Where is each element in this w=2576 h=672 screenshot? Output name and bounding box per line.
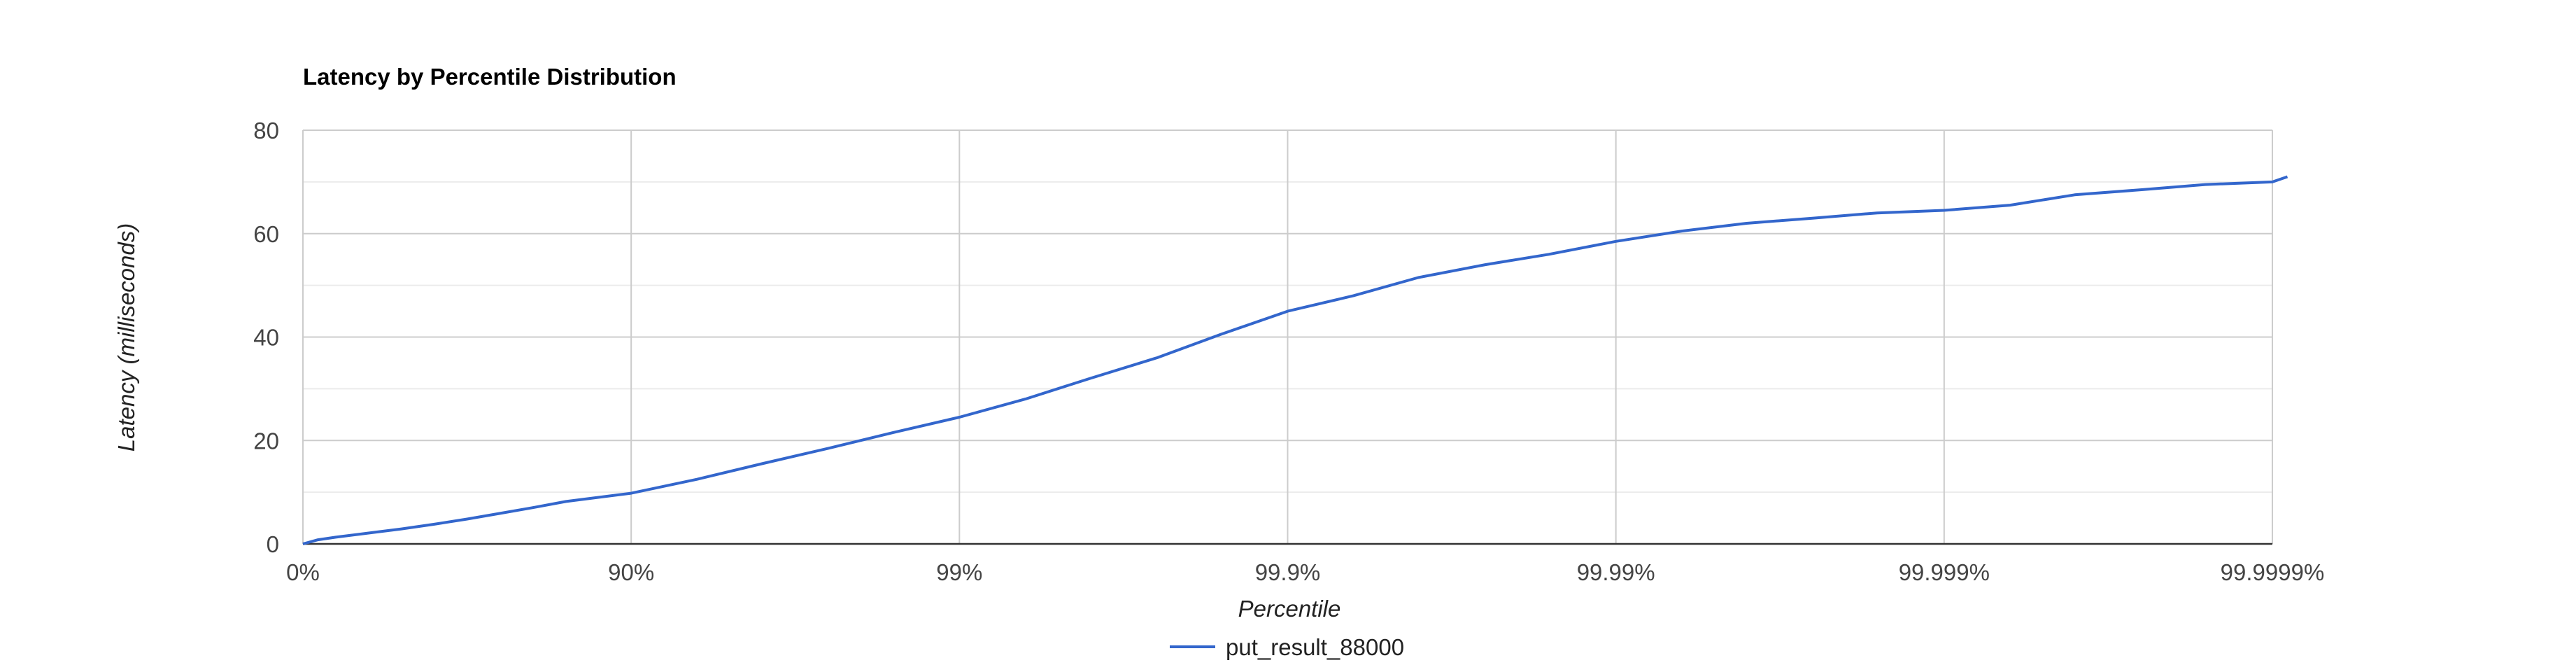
tick-labels: 0 20 40 60 80 0% 90% 99% 99.9% 99.99% 99.999% 99.99… — [253, 118, 2324, 585]
y-axis-title: Latency (milliseconds) — [113, 223, 139, 451]
y-tick-label: 0 — [267, 531, 279, 557]
x-tick-label: 99.9999% — [2221, 559, 2325, 585]
y-tick-label: 20 — [253, 428, 279, 454]
legend-label: put_result_88000 — [1226, 634, 1404, 660]
x-tick-label: 90% — [608, 559, 654, 585]
series-layer — [302, 175, 2288, 545]
chart-title: Latency by Percentile Distribution — [303, 64, 677, 90]
x-tick-label: 99.99% — [1577, 559, 1655, 585]
grid-lines — [302, 130, 2273, 544]
y-tick-label: 40 — [253, 325, 279, 351]
x-tick-label: 0% — [286, 559, 320, 585]
series-line — [302, 175, 2288, 545]
x-tick-label: 99% — [936, 559, 982, 585]
x-tick-label: 99.999% — [1899, 559, 1990, 585]
legend: put_result_88000 — [1170, 634, 1404, 660]
y-tick-label: 80 — [253, 118, 279, 144]
x-tick-label: 99.9% — [1255, 559, 1321, 585]
x-axis-title: Percentile — [1238, 596, 1341, 622]
y-tick-label: 60 — [253, 221, 279, 247]
